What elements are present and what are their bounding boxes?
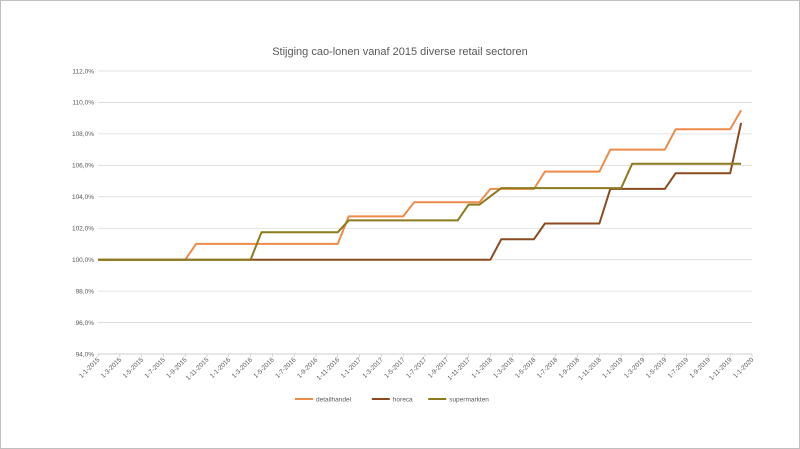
- y-tick-label: 98,0%: [76, 288, 95, 295]
- legend-label: supermarkten: [449, 396, 489, 403]
- x-tick-label: 1-5-2016: [252, 356, 276, 380]
- y-tick-label: 102,0%: [72, 226, 94, 233]
- series-line-supermarkten: [98, 162, 742, 261]
- x-tick-label: 1-1-2016: [209, 356, 233, 380]
- x-tick-label: 1-1-2015: [78, 356, 102, 380]
- series-line-detailhandel: [98, 109, 742, 261]
- x-tick-label: 1-3-2017: [361, 356, 385, 380]
- legend-label: detailhandel: [316, 396, 352, 403]
- x-tick-label: 1-7-2016: [274, 356, 298, 380]
- x-tick-label: 1-11-2017: [446, 356, 472, 382]
- y-tick-label: 94,0%: [76, 351, 95, 358]
- x-tick-label: 1-5-2019: [645, 356, 669, 380]
- x-tick-label: 1-1-2018: [470, 356, 494, 380]
- x-tick-label: 1-11-2019: [708, 356, 734, 382]
- series-lines: [98, 109, 743, 261]
- x-tick-label: 1-1-2019: [601, 356, 625, 380]
- x-tick-label: 1-3-2015: [100, 356, 124, 380]
- x-tick-label: 1-1-2020: [732, 356, 756, 380]
- x-tick-label: 1-11-2015: [185, 356, 211, 382]
- x-tick-label: 1-5-2017: [383, 356, 407, 380]
- y-tick-label: 112,0%: [72, 68, 94, 75]
- y-tick-label: 96,0%: [76, 320, 95, 327]
- x-tick-label: 1-7-2019: [667, 356, 691, 380]
- x-axis-tick-labels: 1-1-20151-3-20151-5-20151-7-20151-9-2015…: [78, 356, 756, 382]
- x-tick-label: 1-7-2015: [143, 356, 167, 380]
- y-axis-tick-labels: 94,0% 96,0% 98,0% 100,0% 102,0% 104,0% 106,0% 1…: [72, 68, 94, 358]
- x-tick-label: 1-7-2018: [536, 356, 560, 380]
- x-tick-label: 1-11-2018: [577, 356, 603, 382]
- x-tick-label: 1-11-2016: [316, 356, 342, 382]
- x-tick-label: 1-3-2018: [492, 356, 516, 380]
- x-tick-label: 1-5-2015: [122, 356, 146, 380]
- y-tick-label: 108,0%: [72, 131, 94, 138]
- x-tick-label: 1-1-2017: [340, 356, 364, 380]
- legend: detailhandel horeca supermarkten: [295, 396, 489, 403]
- y-tick-label: 106,0%: [72, 163, 94, 170]
- x-tick-label: 1-3-2019: [623, 356, 647, 380]
- gridlines: [97, 70, 753, 357]
- x-tick-label: 1-5-2018: [514, 356, 538, 380]
- x-tick-label: 1-3-2016: [231, 356, 255, 380]
- x-tick-label: 1-7-2017: [405, 356, 429, 380]
- y-tick-label: 110,0%: [72, 100, 94, 107]
- series-line-horeca: [98, 122, 743, 261]
- y-tick-label: 100,0%: [72, 257, 94, 264]
- y-tick-label: 104,0%: [72, 194, 94, 201]
- legend-label: horeca: [393, 396, 413, 403]
- chart-title: Stijging cao-lonen vanaf 2015 diverse re…: [272, 46, 528, 58]
